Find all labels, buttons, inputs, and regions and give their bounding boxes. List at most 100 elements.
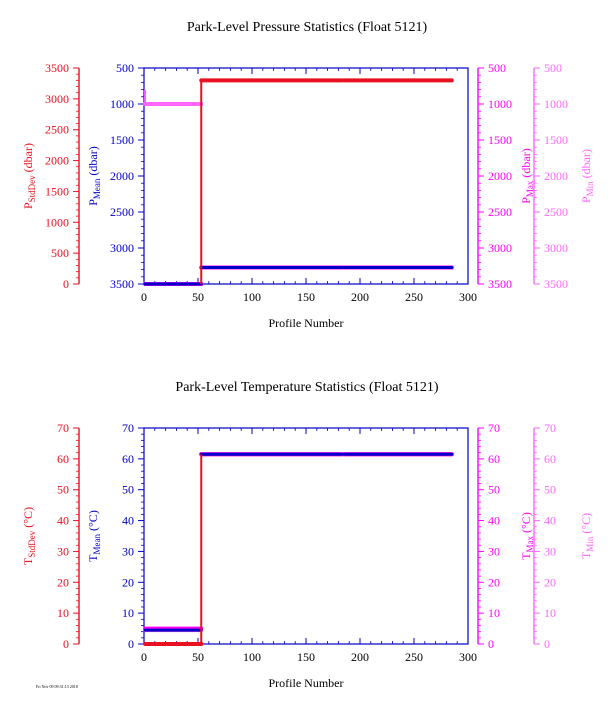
max-tick-label: 60 [488, 452, 500, 466]
mean-tick-label: 0 [128, 637, 134, 651]
stddev-tick-label: 60 [57, 452, 69, 466]
x-tick-label: 100 [243, 290, 261, 304]
stddev-tick-label: 0 [63, 277, 69, 291]
min-tick-label: 10 [544, 606, 556, 620]
pressure-chart: Park-Level Pressure Statistics (Float 51… [21, 20, 595, 330]
min-tick-label: 60 [544, 452, 556, 466]
x-tick-label: 50 [192, 290, 204, 304]
max-axis-label: PMax (dbar) [519, 148, 535, 204]
x-tick-label: 150 [297, 290, 315, 304]
stddev-tick-label: 30 [57, 544, 69, 558]
stddev-axis-label-unit: (°C) [21, 507, 35, 531]
stddev-tick-label: 500 [51, 246, 69, 260]
x-tick-label: 200 [351, 290, 369, 304]
min-tick-label: 3500 [544, 277, 568, 291]
mean-tick-label: 20 [122, 575, 134, 589]
plot-frame [143, 67, 469, 285]
x-tick-label: 0 [141, 290, 147, 304]
max-axis-label-unit: (°C) [519, 512, 533, 536]
mean-tick-label: 70 [122, 421, 134, 435]
temperature-chart: Park-Level Temperature Statistics (Float… [21, 380, 595, 690]
chart-title: Park-Level Pressure Statistics (Float 51… [187, 20, 428, 35]
mean-tick-label: 60 [122, 452, 134, 466]
x-tick-label: 250 [405, 290, 423, 304]
stddev-tick-label: 10 [57, 606, 69, 620]
stddev-axis-label-main: P [21, 202, 35, 209]
x-axis-label: Profile Number [269, 676, 344, 690]
mean-axis-label-unit: (°C) [86, 510, 100, 534]
stddev-tick-label: 1500 [45, 184, 69, 198]
mean-axis-label-sub: Mean [92, 533, 102, 554]
min-tick-label: 30 [544, 544, 556, 558]
mean-axis-label: PMean (dbar) [86, 146, 102, 206]
mean-axis-label: TMean (°C) [86, 510, 102, 562]
chart-title: Park-Level Temperature Statistics (Float… [175, 380, 438, 395]
max-axis-label-sub: Max [525, 535, 535, 552]
max-axis-label-main: T [519, 552, 533, 560]
footer-stamp: Fri Nov 09 09:31:13 2018 [36, 684, 78, 689]
mean-tick-label: 1500 [110, 133, 134, 147]
mean-tick-label: 3500 [110, 277, 134, 291]
max-tick-label: 30 [488, 544, 500, 558]
min-tick-label: 500 [544, 61, 562, 75]
min-axis-label-unit: (dbar) [579, 149, 593, 181]
min-axis-label-main: P [579, 196, 593, 203]
stddev-tick-label: 70 [57, 421, 69, 435]
min-axis-label-unit: (°C) [579, 513, 593, 537]
x-tick-label: 50 [192, 650, 204, 664]
mean-axis-label-main: P [86, 199, 100, 206]
mean-tick-label: 2500 [110, 205, 134, 219]
max-tick-label: 20 [488, 575, 500, 589]
x-tick-label: 250 [405, 650, 423, 664]
mean-tick-label: 3000 [110, 241, 134, 255]
mean-tick-label: 500 [116, 61, 134, 75]
stddev-tick-label: 2000 [45, 154, 69, 168]
x-tick-label: 0 [141, 650, 147, 664]
stddev-axis-label: TStdDev (°C) [21, 507, 37, 565]
x-tick-label: 200 [351, 650, 369, 664]
min-tick-label: 50 [544, 483, 556, 497]
mean-axis-label-main: T [86, 554, 100, 562]
min-axis-label-main: T [579, 551, 593, 559]
stddev-axis-label: PStdDev (dbar) [21, 143, 37, 209]
min-tick-label: 2500 [544, 205, 568, 219]
max-tick-label: 1500 [488, 133, 512, 147]
min-axis-label-sub: Min [585, 181, 595, 197]
stddev-tick-label: 40 [57, 514, 69, 528]
min-tick-label: 2000 [544, 169, 568, 183]
stddev-axis-label-main: T [21, 557, 35, 565]
min-tick-label: 1500 [544, 133, 568, 147]
min-tick-label: 70 [544, 421, 556, 435]
max-axis-label-main: P [519, 197, 533, 204]
min-tick-label: 20 [544, 575, 556, 589]
min-axis-label: TMin (°C) [579, 513, 595, 559]
plot-frame [143, 427, 469, 645]
x-tick-label: 100 [243, 650, 261, 664]
max-tick-label: 2500 [488, 205, 512, 219]
stddev-axis-label-sub: StdDev [27, 530, 37, 558]
stddev-tick-label: 0 [63, 637, 69, 651]
stddev-axis-label-unit: (dbar) [21, 143, 35, 175]
max-tick-label: 1000 [488, 97, 512, 111]
mean-tick-label: 30 [122, 544, 134, 558]
x-axis-label: Profile Number [269, 316, 344, 330]
max-tick-label: 0 [488, 637, 494, 651]
max-tick-label: 2000 [488, 169, 512, 183]
max-axis-label-sub: Max [525, 180, 535, 197]
max-tick-label: 3000 [488, 241, 512, 255]
min-tick-label: 0 [544, 637, 550, 651]
stddev-tick-label: 3500 [45, 61, 69, 75]
mean-axis-label-unit: (dbar) [86, 146, 100, 178]
stddev-tick-label: 3000 [45, 92, 69, 106]
max-tick-label: 70 [488, 421, 500, 435]
min-tick-label: 40 [544, 514, 556, 528]
max-axis-label: TMax (°C) [519, 512, 535, 560]
stddev-tick-label: 20 [57, 575, 69, 589]
stddev-tick-label: 50 [57, 483, 69, 497]
max-tick-label: 500 [488, 61, 506, 75]
stddev-tick-label: 1000 [45, 215, 69, 229]
max-tick-label: 3500 [488, 277, 512, 291]
mean-tick-label: 1000 [110, 97, 134, 111]
